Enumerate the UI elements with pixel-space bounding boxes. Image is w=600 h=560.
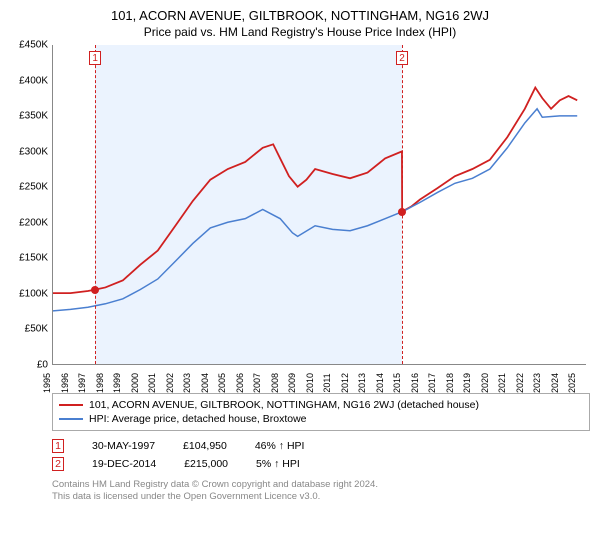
- legend-label-property: 101, ACORN AVENUE, GILTBROOK, NOTTINGHAM…: [89, 399, 479, 411]
- sale-num-2: 2: [52, 457, 64, 471]
- y-tick: £300K: [19, 146, 48, 157]
- sale-price-2: £215,000: [184, 458, 228, 470]
- footer-line-2: This data is licensed under the Open Gov…: [52, 491, 590, 503]
- legend-swatch-property: [59, 404, 83, 406]
- line-canvas: [53, 45, 586, 364]
- sale-point: [91, 286, 99, 294]
- x-tick: 1999: [112, 373, 122, 393]
- x-tick: 1998: [95, 373, 105, 393]
- plot-wrap: £0 £50K £100K £150K £200K £250K £300K £350K £400…: [10, 45, 590, 385]
- x-tick: 1996: [60, 373, 70, 393]
- x-tick: 2023: [532, 373, 542, 393]
- x-tick: 2024: [550, 373, 560, 393]
- x-tick: 2000: [130, 373, 140, 393]
- chart-title: 101, ACORN AVENUE, GILTBROOK, NOTTINGHAM…: [10, 8, 590, 23]
- x-tick: 2011: [322, 373, 332, 392]
- y-tick: £150K: [19, 253, 48, 264]
- x-tick: 1995: [42, 373, 52, 393]
- sale-point: [398, 208, 406, 216]
- x-tick: 1997: [77, 373, 87, 393]
- y-tick: £0: [37, 360, 48, 371]
- x-tick: 2010: [305, 373, 315, 393]
- x-tick: 2009: [287, 373, 297, 393]
- y-axis: £0£50K£100K£150K£200K£250K£300K£350K£400…: [10, 45, 52, 365]
- x-tick: 2022: [515, 373, 525, 393]
- x-tick: 2001: [147, 373, 157, 393]
- sale-row-1: 1 30-MAY-1997 £104,950 46% ↑ HPI: [52, 437, 590, 455]
- x-tick: 2003: [182, 373, 192, 393]
- legend-item-hpi: HPI: Average price, detached house, Brox…: [59, 412, 583, 426]
- chart-container: 101, ACORN AVENUE, GILTBROOK, NOTTINGHAM…: [0, 0, 600, 510]
- sale-delta-1: 46% ↑ HPI: [255, 440, 305, 452]
- x-tick: 2014: [375, 373, 385, 393]
- sale-date-1: 30-MAY-1997: [92, 440, 155, 452]
- footer: Contains HM Land Registry data © Crown c…: [52, 479, 590, 504]
- sale-price-1: £104,950: [183, 440, 227, 452]
- legend-item-property: 101, ACORN AVENUE, GILTBROOK, NOTTINGHAM…: [59, 398, 583, 412]
- legend: 101, ACORN AVENUE, GILTBROOK, NOTTINGHAM…: [52, 393, 590, 431]
- y-tick: £250K: [19, 182, 48, 193]
- y-tick: £50K: [25, 324, 48, 335]
- y-tick: £400K: [19, 75, 48, 86]
- x-tick: 2012: [340, 373, 350, 393]
- y-tick: £450K: [19, 40, 48, 51]
- x-tick: 2004: [200, 373, 210, 393]
- x-tick: 2019: [462, 373, 472, 393]
- x-tick: 2013: [357, 373, 367, 393]
- x-tick: 2002: [165, 373, 175, 393]
- sale-delta-2: 5% ↑ HPI: [256, 458, 300, 470]
- sale-marker-label: 1: [89, 51, 101, 65]
- sales-table: 1 30-MAY-1997 £104,950 46% ↑ HPI 2 19-DE…: [52, 437, 590, 473]
- x-tick: 2008: [270, 373, 280, 393]
- x-tick: 2005: [217, 373, 227, 393]
- sale-row-2: 2 19-DEC-2014 £215,000 5% ↑ HPI: [52, 455, 590, 473]
- legend-label-hpi: HPI: Average price, detached house, Brox…: [89, 413, 307, 425]
- x-axis: 1995199619971998199920002001200220032004…: [52, 365, 586, 385]
- series-property: [53, 88, 577, 294]
- footer-line-1: Contains HM Land Registry data © Crown c…: [52, 479, 590, 491]
- x-tick: 2018: [445, 373, 455, 393]
- x-tick: 2016: [410, 373, 420, 393]
- sale-date-2: 19-DEC-2014: [92, 458, 156, 470]
- chart-subtitle: Price paid vs. HM Land Registry's House …: [10, 25, 590, 39]
- x-tick: 2021: [497, 373, 507, 393]
- plot-area: 12: [52, 45, 586, 365]
- series-hpi: [53, 109, 577, 311]
- sale-num-1: 1: [52, 439, 64, 453]
- legend-swatch-hpi: [59, 418, 83, 420]
- y-tick: £200K: [19, 217, 48, 228]
- x-tick: 2015: [392, 373, 402, 393]
- x-tick: 2020: [480, 373, 490, 393]
- sale-vline: [95, 45, 96, 364]
- x-tick: 2017: [427, 373, 437, 393]
- sale-vline: [402, 45, 403, 364]
- x-tick: 2007: [252, 373, 262, 393]
- sale-marker-label: 2: [396, 51, 408, 65]
- y-tick: £350K: [19, 111, 48, 122]
- x-tick: 2006: [235, 373, 245, 393]
- x-tick: 2025: [567, 373, 577, 393]
- y-tick: £100K: [19, 288, 48, 299]
